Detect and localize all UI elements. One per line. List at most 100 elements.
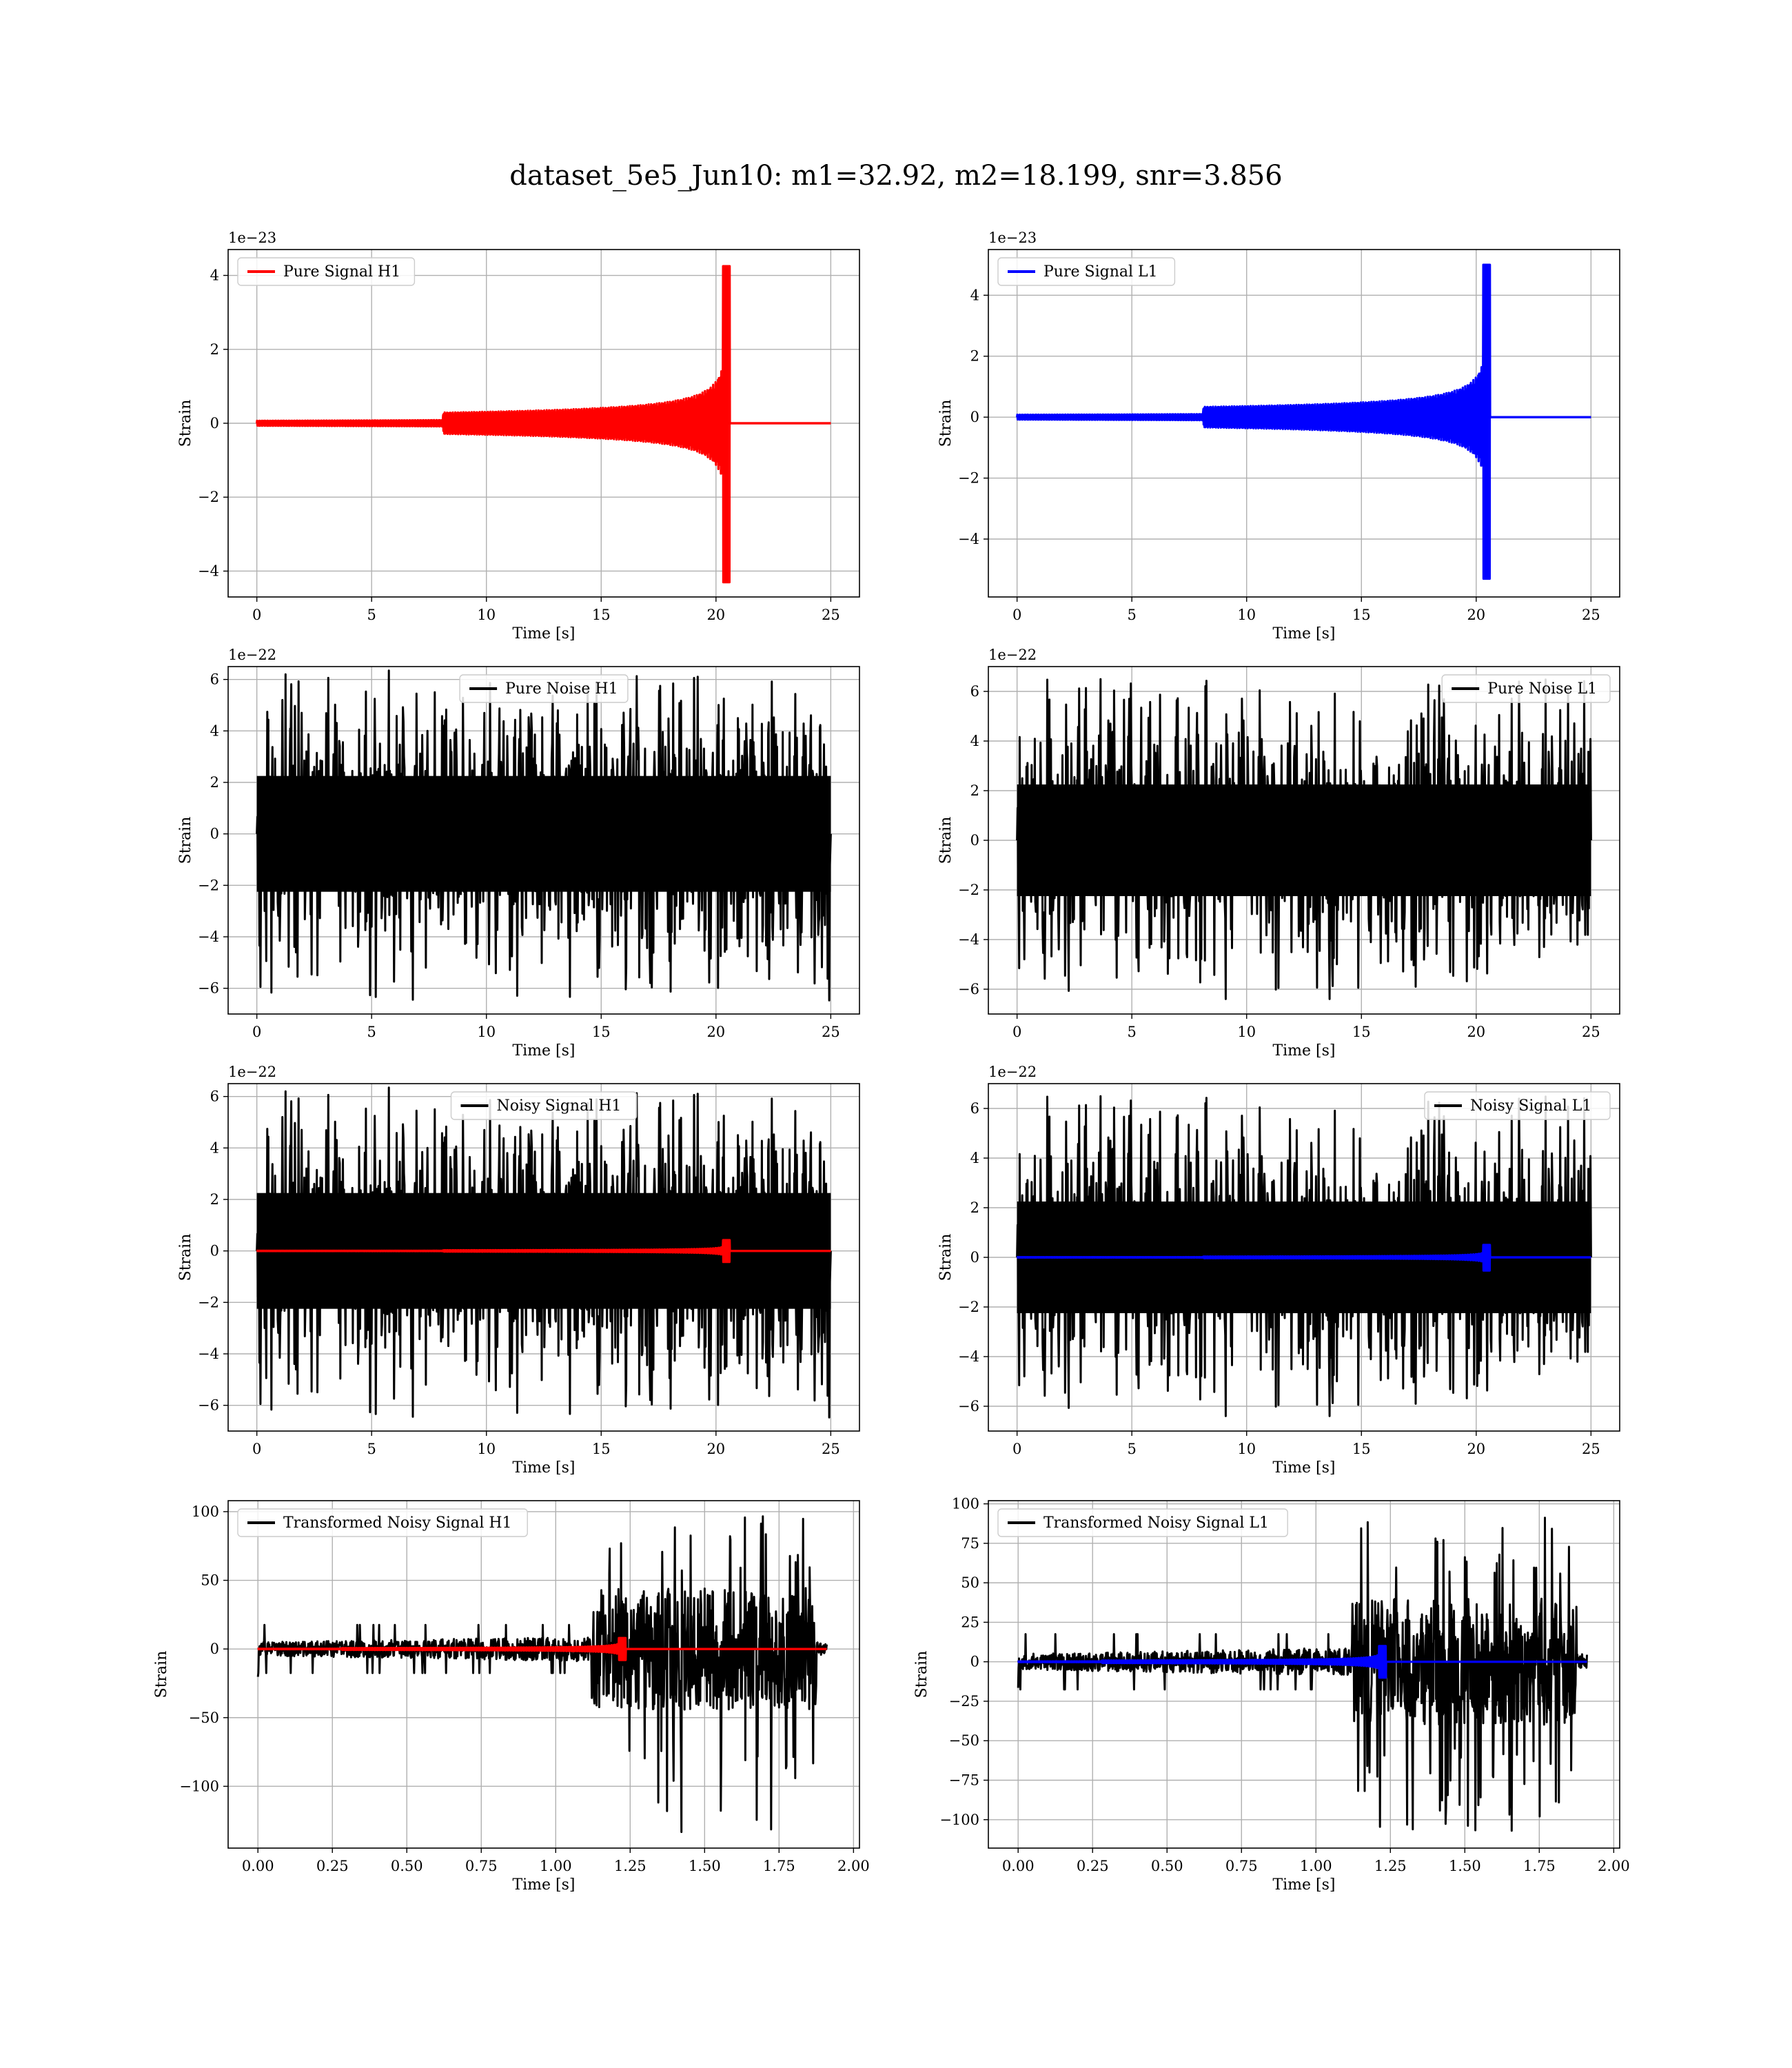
series-group [1017,1517,1588,1832]
y-tick-label: 50 [201,1572,219,1589]
x-tick-label: 1.50 [689,1858,721,1874]
series-band [256,776,831,892]
x-tick-label: 25 [822,607,840,623]
y-tick-label: −6 [198,1397,219,1414]
x-tick-label: 1.25 [1374,1858,1407,1874]
x-axis-label: Time [s] [512,1042,575,1060]
x-tick-label: 20 [1467,607,1485,623]
x-tick-label: 15 [1352,607,1371,623]
y-tick-label: −6 [958,1398,979,1415]
y-tick-label: −75 [949,1772,979,1788]
y-axis-label: Strain [177,817,194,864]
y-tick-label: −4 [958,531,979,547]
y-tick-label: 0 [970,832,979,849]
y-tick-label: −4 [198,562,219,579]
x-tick-label: 0 [1012,607,1021,623]
y-tick-label: 6 [970,1100,979,1117]
y-tick-label: 25 [961,1614,979,1630]
y-tick-label: 6 [970,683,979,700]
x-tick-label: 0 [1012,1441,1021,1457]
axes-frame [227,1500,860,1849]
subplot-6: 0 5 10 15 20 25 −6 −4 −2 0 2 4 6 Time [s] Strain 1e−22 N… [937,1064,1620,1477]
offset-text: 1e−22 [228,647,276,663]
y-tick-label: 2 [210,774,219,791]
y-tick-label: 2 [970,348,979,365]
legend: Noisy Signal L1 [1424,1091,1611,1120]
subplot-2: 0 5 10 15 20 25 −4 −2 0 2 4 Time [s] Strain 1e−23 Pure… [937,230,1620,642]
y-axis-label: Strain [937,1234,955,1281]
legend: Transformed Noisy Signal H1 [237,1508,528,1537]
y-tick-label: 2 [210,1191,219,1208]
y-tick-label: 4 [210,1139,219,1156]
offset-text: 1e−22 [228,1064,276,1080]
y-tick-label: −4 [198,929,219,945]
series-group [256,669,832,1002]
y-tick-label: 4 [970,287,979,303]
series-group [1016,678,1592,1000]
y-tick-label: −2 [958,470,979,487]
legend-label: Noisy Signal L1 [1470,1097,1591,1115]
y-tick-label: 0 [970,1654,979,1670]
y-tick-label: 100 [192,1503,219,1520]
series-group [256,265,832,584]
x-tick-label: 2.00 [837,1858,870,1874]
y-tick-label: −50 [949,1732,979,1749]
y-tick-label: −2 [958,882,979,898]
offset-text: 1e−23 [988,230,1037,246]
y-tick-label: 4 [970,1150,979,1166]
legend-label: Pure Signal L1 [1043,263,1158,281]
x-tick-label: 1.75 [763,1858,795,1874]
y-axis-label: Strain [153,1651,170,1699]
y-axis-label: Strain [177,1234,194,1281]
subplot-4: 0 5 10 15 20 25 −6 −4 −2 0 2 4 6 Time [s] Strain 1e−22 P… [937,647,1620,1060]
axes-frame [988,249,1620,598]
x-tick-label: 1.25 [614,1858,646,1874]
axes-frame [227,249,860,598]
axes-frame [227,1083,860,1432]
x-tick-label: 10 [477,607,496,623]
x-tick-label: 15 [592,607,611,623]
legend: Noisy Signal H1 [450,1091,638,1120]
legend-box [997,1508,1288,1537]
x-tick-label: 0.75 [1225,1858,1258,1874]
y-tick-label: 4 [210,722,219,739]
x-axis-label: Time [s] [1272,625,1335,642]
x-tick-label: 15 [592,1024,611,1040]
y-tick-label: 2 [210,341,219,358]
subplot-5: 0 5 10 15 20 25 −6 −4 −2 0 2 4 6 Time [s] Strain 1e−22 N… [177,1064,860,1477]
y-tick-label: −6 [198,980,219,997]
y-tick-label: 0 [970,409,979,425]
x-tick-label: 0.75 [465,1858,498,1874]
x-tick-label: 25 [1582,607,1600,623]
legend-label: Transformed Noisy Signal L1 [1043,1514,1269,1532]
x-tick-label: 1.75 [1523,1858,1556,1874]
y-tick-label: −2 [198,877,219,893]
y-tick-label: 2 [970,782,979,799]
x-tick-label: 0 [252,1441,261,1457]
legend: Pure Signal H1 [237,257,416,286]
offset-text: 1e−22 [988,647,1037,663]
x-tick-label: 5 [1127,1024,1136,1040]
x-axis-label: Time [s] [512,1459,575,1477]
y-axis-label: Strain [913,1651,930,1699]
x-tick-label: 1.00 [1300,1858,1332,1874]
y-tick-label: −4 [198,1346,219,1362]
x-axis-label: Time [s] [512,1876,575,1894]
series-group [256,1086,832,1419]
series-group [1016,1095,1592,1417]
y-tick-label: 50 [961,1574,979,1591]
y-tick-label: 6 [210,671,219,688]
x-tick-label: 25 [822,1024,840,1040]
x-tick-label: 15 [592,1441,611,1457]
subplot-8: 0.00 0.25 0.50 0.75 1.00 1.25 1.50 1.75 2.00 −100… [913,1496,1630,1894]
subplot-3: 0 5 10 15 20 25 −6 −4 −2 0 2 4 6 Time [s] Strain 1e−22 P… [177,647,860,1060]
y-tick-label: 6 [210,1088,219,1105]
offset-text: 1e−23 [228,230,276,246]
x-tick-label: 5 [367,1024,376,1040]
x-tick-label: 0 [252,1024,261,1040]
x-tick-label: 20 [706,1024,725,1040]
y-tick-label: −6 [958,981,979,997]
figure-title: dataset_5e5_Jun10: m1=32.92, m2=18.199, … [509,160,1282,192]
legend: Pure Noise H1 [459,674,629,703]
